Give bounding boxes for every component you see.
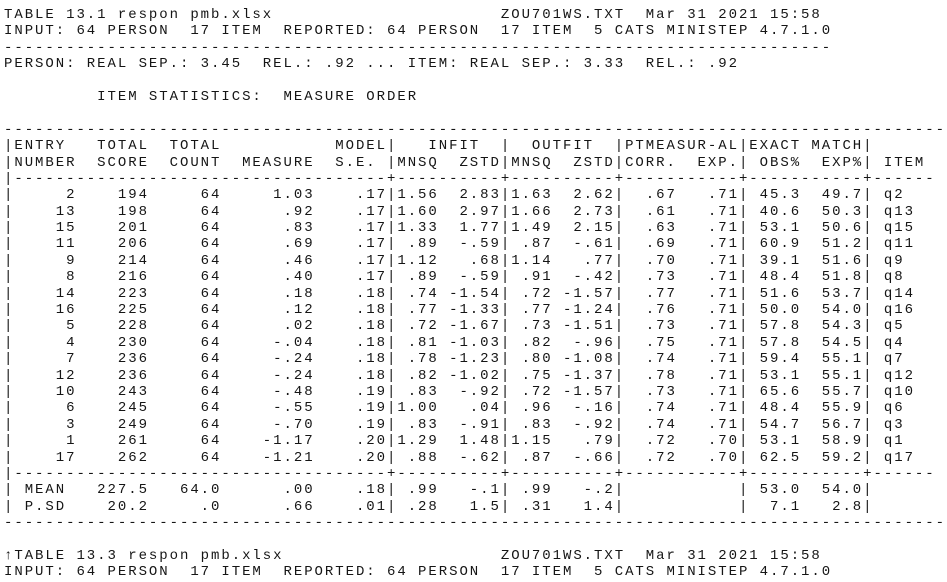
header-line: ----------------------------------------… xyxy=(4,39,833,56)
table-line: |------------------------------------+--… xyxy=(4,465,936,482)
table-line: | 4 230 64 -.04 .18| .81 -1.03| .82 -.96… xyxy=(4,334,905,351)
header-line: TABLE 13.1 respon pmb.xlsx ZOU701WS.TXT … xyxy=(4,7,822,23)
footer: ↑TABLE 13.3 respon pmb.xlsx ZOU701WS.TXT… xyxy=(4,548,947,581)
footer-line: INPUT: 64 PERSON 17 ITEM REPORTED: 64 PE… xyxy=(4,564,833,581)
table-line: | 9 214 64 .46 .17|1.12 .68|1.14 .77| .7… xyxy=(4,252,905,269)
table-line: ----------------------------------------… xyxy=(4,121,946,138)
table-line: |ENTRY TOTAL TOTAL MODEL| INFIT | OUTFIT… xyxy=(4,138,874,155)
table-line: | 11 206 64 .69 .17| .89 -.59| .87 -.61|… xyxy=(4,236,915,253)
table-line: | 16 225 64 .12 .18| .77 -1.33| .77 -1.2… xyxy=(4,302,915,319)
header-line: INPUT: 64 PERSON 17 ITEM REPORTED: 64 PE… xyxy=(4,23,833,40)
table-line: | 15 201 64 .83 .17|1.33 1.77|1.49 2.15|… xyxy=(4,220,915,237)
header-line: PERSON: REAL SEP.: 3.45 REL.: .92 ... IT… xyxy=(4,56,739,73)
table-line: | 3 249 64 -.70 .19| .83 -.91| .83 -.92|… xyxy=(4,416,905,433)
table: ----------------------------------------… xyxy=(4,122,947,532)
table-line: | 14 223 64 .18 .18| .74 -1.54| .72 -1.5… xyxy=(4,285,915,302)
table-line: | MEAN 227.5 64.0 .00 .18| .99 -.1| .99 … xyxy=(4,482,874,499)
table-line: |NUMBER SCORE COUNT MEASURE S.E. |MNSQ Z… xyxy=(4,154,926,171)
table-line: | 17 262 64 -1.21 .20| .88 -.62| .87 -.6… xyxy=(4,449,915,466)
table-line: | 13 198 64 .92 .17|1.60 2.97|1.66 2.73|… xyxy=(4,203,915,220)
table-line: | 7 236 64 -.24 .18| .78 -1.23| .80 -1.0… xyxy=(4,351,905,368)
spacer xyxy=(4,105,947,121)
table-line: | 12 236 64 -.24 .18| .82 -1.02| .75 -1.… xyxy=(4,367,915,384)
spacer xyxy=(4,532,947,548)
table-line: | 8 216 64 .40 .17| .89 -.59| .91 -.42| … xyxy=(4,269,905,286)
table-line: | P.SD 20.2 .0 .66 .01| .28 1.5| .31 1.4… xyxy=(4,498,874,515)
table-line: | 6 245 64 -.55 .19|1.00 .04| .96 -.16| … xyxy=(4,400,905,417)
table-line: | 5 228 64 .02 .18| .72 -1.67| .73 -1.51… xyxy=(4,318,905,335)
table-line: |------------------------------------+--… xyxy=(4,170,936,187)
table-line: ----------------------------------------… xyxy=(4,515,946,532)
footer-line: ↑TABLE 13.3 respon pmb.xlsx ZOU701WS.TXT… xyxy=(4,547,822,564)
table-line: | 2 194 64 1.03 .17|1.56 2.83|1.63 2.62|… xyxy=(4,187,905,204)
spacer xyxy=(4,73,947,89)
header: TABLE 13.1 respon pmb.xlsx ZOU701WS.TXT … xyxy=(4,7,947,73)
table-line: | 10 243 64 -.48 .19| .83 -.92| .72 -1.5… xyxy=(4,383,915,400)
table-line: | 1 261 64 -1.17 .20|1.29 1.48|1.15 .79|… xyxy=(4,433,905,450)
subtitle: ITEM STATISTICS: MEASURE ORDER xyxy=(4,88,419,105)
